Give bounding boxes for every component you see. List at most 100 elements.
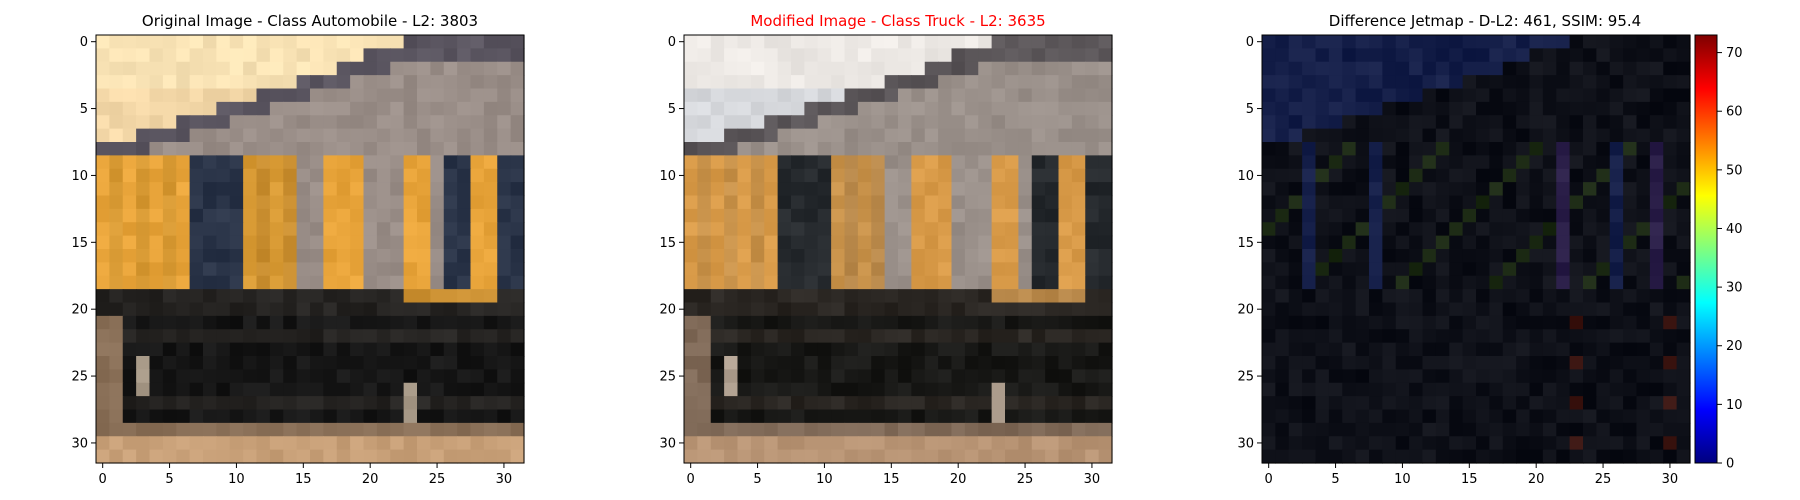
pixel-cell <box>831 142 846 156</box>
pixel-cell <box>1516 208 1531 223</box>
pixel-cell <box>376 382 391 397</box>
pixel-cell <box>1005 396 1019 411</box>
pixel-cell <box>1529 356 1544 370</box>
pixel-cell <box>1045 422 1060 437</box>
pixel-cell <box>844 128 859 143</box>
pixel-cell <box>737 275 752 290</box>
pixel-cell <box>1609 88 1624 103</box>
pixel-cell <box>1288 235 1303 250</box>
pixel-cell <box>1288 262 1303 277</box>
pixel-cell <box>1031 382 1046 397</box>
pixel-cell <box>122 422 137 437</box>
pixel-cell <box>1476 168 1490 183</box>
pixel-cell <box>390 88 405 103</box>
pixel-cell <box>1542 142 1557 156</box>
pixel-cell <box>363 369 378 384</box>
pixel-cell <box>1569 289 1584 304</box>
pixel-cell <box>229 422 244 437</box>
pixel-cell <box>871 275 886 290</box>
pixel-cell <box>363 35 378 49</box>
pixel-cell <box>1556 235 1571 250</box>
pixel-cell <box>1395 315 1410 330</box>
pixel-cell <box>403 48 418 63</box>
pixel-cell <box>1058 48 1073 63</box>
pixel-cell <box>96 315 110 330</box>
pixel-cell <box>1449 396 1464 411</box>
pixel-cell <box>1569 396 1584 411</box>
pixel-cell <box>1676 208 1691 223</box>
pixel-cell <box>1663 436 1678 451</box>
pixel-cell <box>737 48 752 63</box>
pixel-cell <box>1085 382 1100 397</box>
pixel-cell <box>336 195 351 210</box>
pixel-cell <box>1302 409 1317 424</box>
pixel-cell <box>1355 142 1370 156</box>
pixel-cell <box>750 128 765 143</box>
pixel-cell <box>1489 88 1504 103</box>
pixel-cell <box>951 75 966 90</box>
pixel-cell <box>162 356 177 370</box>
pixel-cell <box>750 115 765 130</box>
pixel-cell <box>1018 436 1033 451</box>
pixel-cell <box>1005 422 1019 437</box>
pixel-cell <box>323 88 338 103</box>
pixel-cell <box>149 329 164 344</box>
pixel-cell <box>1409 48 1424 63</box>
pixel-cell <box>1018 409 1033 424</box>
pixel-cell <box>710 182 725 197</box>
pixel-cell <box>1435 262 1450 277</box>
pixel-cell <box>122 222 137 237</box>
x-tick-label: 15 <box>295 472 312 487</box>
pixel-cell <box>1018 422 1033 437</box>
pixel-cell <box>457 115 472 130</box>
pixel-cell <box>804 168 819 183</box>
pixel-cell <box>911 409 926 424</box>
pixel-cell <box>1556 356 1571 370</box>
pixel-cell <box>256 208 271 223</box>
pixel-cell <box>684 275 698 290</box>
pixel-cell <box>1435 382 1450 397</box>
pixel-cell <box>737 88 752 103</box>
pixel-cell <box>256 302 271 317</box>
pixel-cell <box>483 155 498 170</box>
pixel-cell <box>470 315 485 330</box>
pixel-cell <box>938 382 953 397</box>
pixel-cell <box>1409 262 1424 277</box>
pixel-cell <box>1275 382 1290 397</box>
pixel-cell <box>403 262 418 277</box>
pixel-cell <box>149 449 164 464</box>
pixel-cell <box>1031 155 1046 170</box>
pixel-cell <box>1569 182 1584 197</box>
pixel-cell <box>710 61 725 76</box>
pixel-cell <box>1342 315 1357 330</box>
pixel-cell <box>350 155 365 170</box>
pixel-cell <box>1328 369 1343 384</box>
pixel-cell <box>1542 449 1557 464</box>
pixel-cell <box>430 155 445 170</box>
pixel-cell <box>684 101 698 116</box>
pixel-cell <box>844 168 859 183</box>
pixel-cell <box>483 369 498 384</box>
pixel-cell <box>938 396 953 411</box>
pixel-cell <box>911 342 926 357</box>
pixel-cell <box>376 75 391 90</box>
pixel-cell <box>1409 342 1424 357</box>
pixel-cell <box>470 342 485 357</box>
pixel-cell <box>269 369 284 384</box>
pixel-cell <box>1462 436 1477 451</box>
pixel-cell <box>149 182 164 197</box>
pixel-cell <box>1649 396 1664 411</box>
pixel-cell <box>350 409 365 424</box>
pixel-cell <box>1462 396 1477 411</box>
pixel-cell <box>417 249 431 263</box>
pixel-cell <box>737 75 752 90</box>
pixel-cell <box>1262 382 1276 397</box>
pixel-cell <box>1302 449 1317 464</box>
pixel-cell <box>470 182 485 197</box>
pixel-cell <box>203 48 217 63</box>
pixel-cell <box>1058 409 1073 424</box>
pixel-cell <box>96 208 110 223</box>
pixel-cell <box>791 249 805 263</box>
pixel-cell <box>1435 222 1450 237</box>
pixel-cell <box>1435 275 1450 290</box>
